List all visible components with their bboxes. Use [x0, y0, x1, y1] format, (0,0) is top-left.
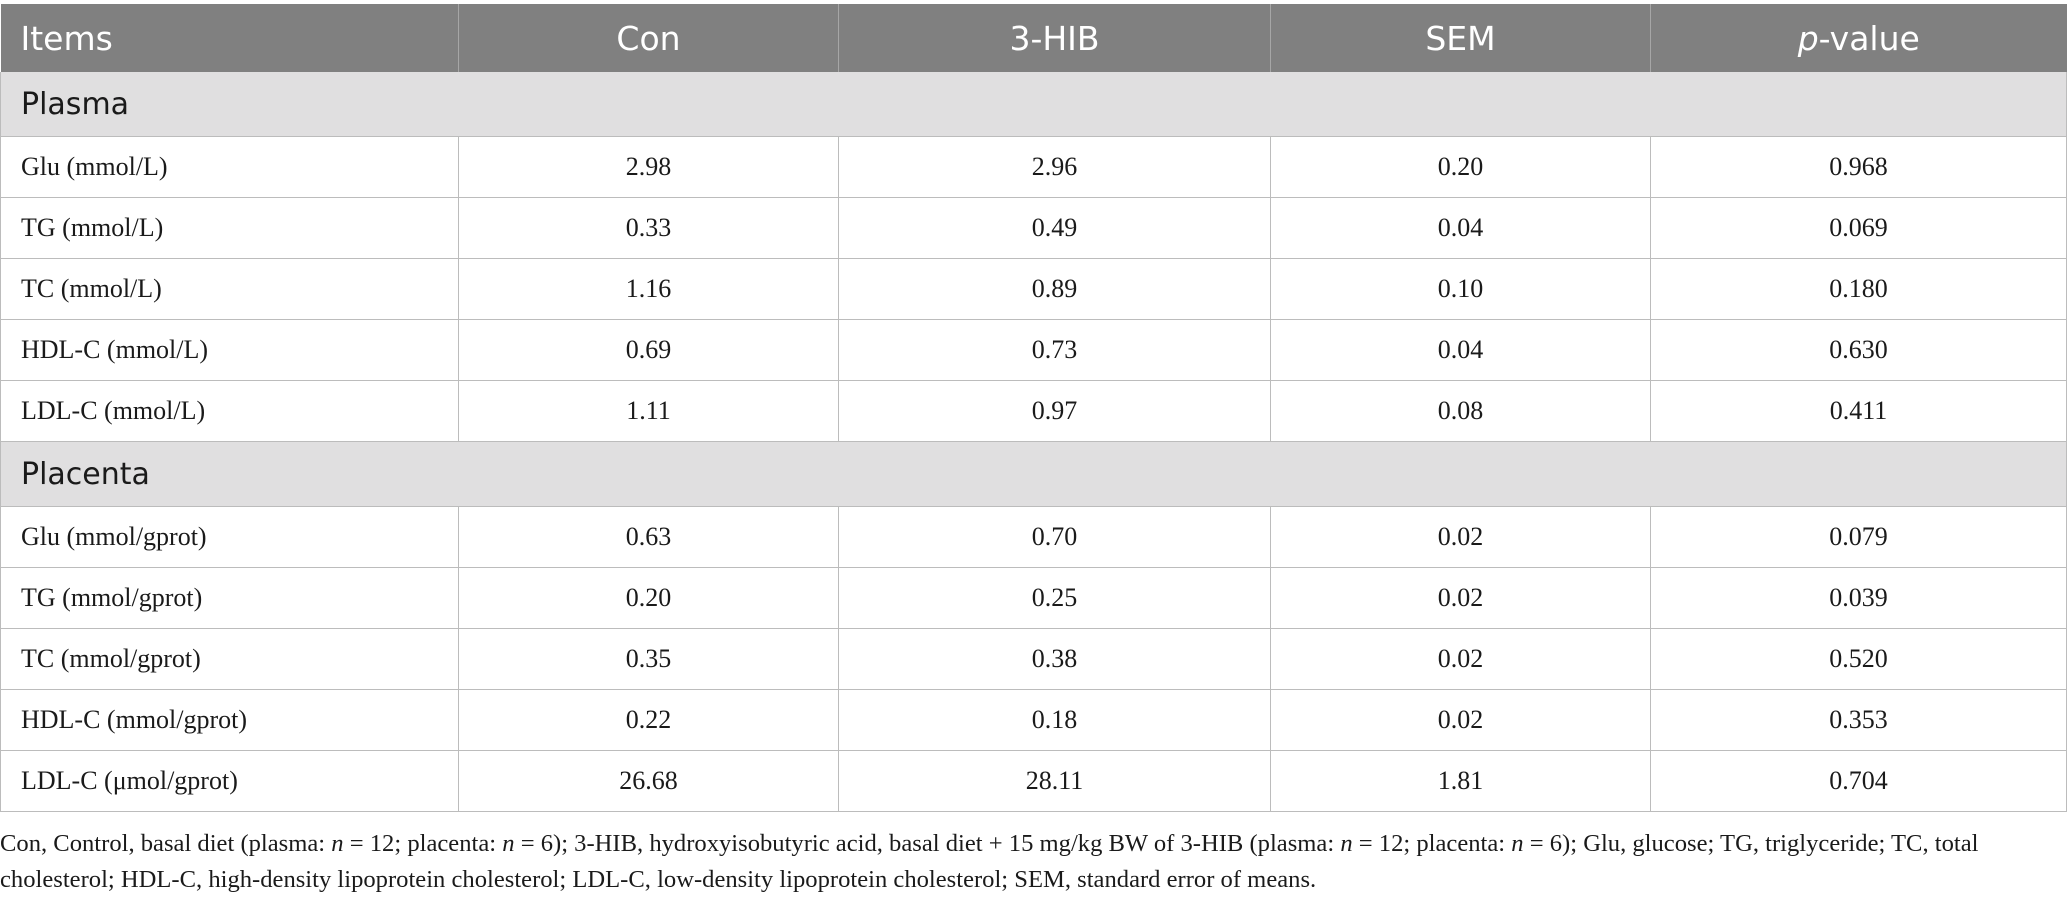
cell-item: TG (mmol/L): [0, 197, 459, 259]
table-header: Items Con 3-HIB SEM p-value: [0, 4, 2067, 72]
header-sem: SEM: [1270, 4, 1651, 72]
cell-con: 0.35: [458, 628, 839, 690]
cell-3hib: 0.18: [838, 689, 1271, 751]
cell-sem: 0.20: [1270, 136, 1651, 198]
data-table-container: Items Con 3-HIB SEM p-value Plasma Glu (…: [0, 4, 2067, 812]
section-row-placenta: Placenta: [0, 441, 2067, 507]
cell-sem: 0.04: [1270, 197, 1651, 259]
footnote-n: n: [1511, 830, 1524, 857]
footnote-text: = 6); Glu, glucose; TG, triglyceride; TC…: [0, 830, 1979, 893]
cell-3hib: 0.89: [838, 258, 1271, 320]
cell-sem: 0.08: [1270, 380, 1651, 442]
cell-sem: 1.81: [1270, 750, 1651, 812]
table-row: HDL-C (mmol/gprot) 0.22 0.18 0.02 0.353: [0, 689, 2067, 751]
cell-con: 0.69: [458, 319, 839, 381]
cell-3hib: 0.38: [838, 628, 1271, 690]
header-items: Items: [0, 4, 459, 72]
cell-p-value: 0.968: [1650, 136, 2067, 198]
cell-3hib: 0.25: [838, 567, 1271, 629]
section-row-plasma: Plasma: [0, 72, 2067, 137]
cell-con: 26.68: [458, 750, 839, 812]
results-table: Items Con 3-HIB SEM p-value Plasma Glu (…: [0, 4, 2067, 812]
cell-con: 1.16: [458, 258, 839, 320]
footnote-text: = 12; placenta:: [343, 830, 503, 857]
cell-sem: 0.02: [1270, 628, 1651, 690]
footnote-text: Con, Control, basal diet (plasma:: [0, 830, 332, 857]
cell-3hib: 28.11: [838, 750, 1271, 812]
footnote-n: n: [502, 830, 515, 857]
header-3hib: 3-HIB: [838, 4, 1271, 72]
table-row: LDL-C (mmol/L) 1.11 0.97 0.08 0.411: [0, 380, 2067, 442]
table-footnote: Con, Control, basal diet (plasma: n = 12…: [0, 826, 2060, 898]
cell-item: TG (mmol/gprot): [0, 567, 459, 629]
cell-item: HDL-C (mmol/gprot): [0, 689, 459, 751]
cell-con: 0.20: [458, 567, 839, 629]
cell-p-value: 0.411: [1650, 380, 2067, 442]
cell-sem: 0.02: [1270, 506, 1651, 568]
table-row: LDL-C (μmol/gprot) 26.68 28.11 1.81 0.70…: [0, 750, 2067, 812]
cell-sem: 0.10: [1270, 258, 1651, 320]
cell-sem: 0.04: [1270, 319, 1651, 381]
cell-con: 0.63: [458, 506, 839, 568]
cell-con: 0.22: [458, 689, 839, 751]
header-con: Con: [458, 4, 839, 72]
cell-con: 2.98: [458, 136, 839, 198]
cell-3hib: 2.96: [838, 136, 1271, 198]
footnote-text: = 6); 3-HIB, hydroxyisobutyric acid, bas…: [514, 830, 1341, 857]
section-title: Placenta: [0, 441, 2067, 507]
cell-p-value: 0.039: [1650, 567, 2067, 629]
table-row: TG (mmol/L) 0.33 0.49 0.04 0.069: [0, 197, 2067, 259]
cell-3hib: 0.73: [838, 319, 1271, 381]
cell-p-value: 0.353: [1650, 689, 2067, 751]
header-p-rest: -value: [1818, 18, 1920, 58]
cell-item: TC (mmol/gprot): [0, 628, 459, 690]
table-row: Glu (mmol/gprot) 0.63 0.70 0.02 0.079: [0, 506, 2067, 568]
cell-con: 0.33: [458, 197, 839, 259]
table-row: TC (mmol/L) 1.16 0.89 0.10 0.180: [0, 258, 2067, 320]
header-row: Items Con 3-HIB SEM p-value: [0, 4, 2067, 72]
table-row: TG (mmol/gprot) 0.20 0.25 0.02 0.039: [0, 567, 2067, 629]
header-p-italic: p: [1797, 18, 1819, 58]
cell-p-value: 0.704: [1650, 750, 2067, 812]
cell-item: LDL-C (mmol/L): [0, 380, 459, 442]
cell-sem: 0.02: [1270, 689, 1651, 751]
cell-3hib: 0.97: [838, 380, 1271, 442]
footnote-n: n: [331, 830, 344, 857]
cell-p-value: 0.520: [1650, 628, 2067, 690]
cell-item: Glu (mmol/L): [0, 136, 459, 198]
footnote-text: = 12; placenta:: [1352, 830, 1512, 857]
cell-p-value: 0.069: [1650, 197, 2067, 259]
header-p-value: p-value: [1650, 4, 2067, 72]
cell-con: 1.11: [458, 380, 839, 442]
cell-p-value: 0.079: [1650, 506, 2067, 568]
cell-item: Glu (mmol/gprot): [0, 506, 459, 568]
cell-sem: 0.02: [1270, 567, 1651, 629]
cell-3hib: 0.49: [838, 197, 1271, 259]
cell-p-value: 0.630: [1650, 319, 2067, 381]
table-row: Glu (mmol/L) 2.98 2.96 0.20 0.968: [0, 136, 2067, 198]
cell-p-value: 0.180: [1650, 258, 2067, 320]
table-body: Plasma Glu (mmol/L) 2.98 2.96 0.20 0.968…: [0, 72, 2067, 812]
cell-item: TC (mmol/L): [0, 258, 459, 320]
cell-3hib: 0.70: [838, 506, 1271, 568]
table-row: TC (mmol/gprot) 0.35 0.38 0.02 0.520: [0, 628, 2067, 690]
cell-item: LDL-C (μmol/gprot): [0, 750, 459, 812]
section-title: Plasma: [0, 72, 2067, 137]
footnote-n: n: [1340, 830, 1353, 857]
table-row: HDL-C (mmol/L) 0.69 0.73 0.04 0.630: [0, 319, 2067, 381]
cell-item: HDL-C (mmol/L): [0, 319, 459, 381]
